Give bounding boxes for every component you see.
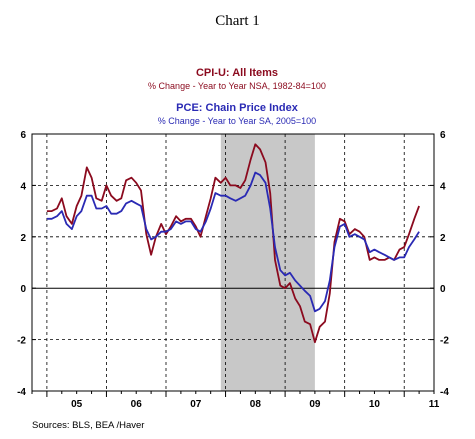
- legend-title: PCE: Chain Price Index: [176, 102, 299, 114]
- x-tick-label: 10: [369, 399, 381, 410]
- y-tick-label-right: 0: [440, 284, 446, 295]
- x-tick-label: 06: [131, 399, 143, 410]
- y-tick-label-left: 2: [20, 233, 26, 244]
- y-tick-label-left: -2: [17, 336, 26, 347]
- y-tick-label-left: -4: [17, 387, 26, 398]
- legend-subtitle: % Change - Year to Year NSA, 1982-84=100: [148, 81, 326, 91]
- y-tick-label-left: 6: [20, 130, 26, 141]
- x-tick-label: 05: [71, 399, 83, 410]
- series-line: [46, 143, 420, 344]
- y-tick-label-right: 4: [440, 181, 446, 192]
- y-tick-label-right: -2: [440, 336, 449, 347]
- y-tick-label-left: 4: [20, 181, 26, 192]
- y-tick-label-right: 6: [440, 130, 446, 141]
- page-title: Chart 1: [215, 13, 260, 29]
- x-tick-label: 11: [429, 399, 440, 410]
- x-tick-label: 07: [190, 399, 202, 410]
- x-tick-label: 09: [309, 399, 321, 410]
- y-tick-label-right: -4: [440, 387, 449, 398]
- y-tick-label-left: 0: [20, 284, 26, 295]
- x-tick-label: 08: [250, 399, 262, 410]
- legend-title: CPI-U: All Items: [196, 67, 278, 79]
- series-line: [46, 171, 420, 313]
- plot-frame: [31, 133, 435, 392]
- legend-subtitle: % Change - Year to Year SA, 2005=100: [158, 116, 316, 126]
- sources-note: Sources: BLS, BEA /Haver: [32, 420, 144, 431]
- y-tick-label-right: 2: [440, 233, 446, 244]
